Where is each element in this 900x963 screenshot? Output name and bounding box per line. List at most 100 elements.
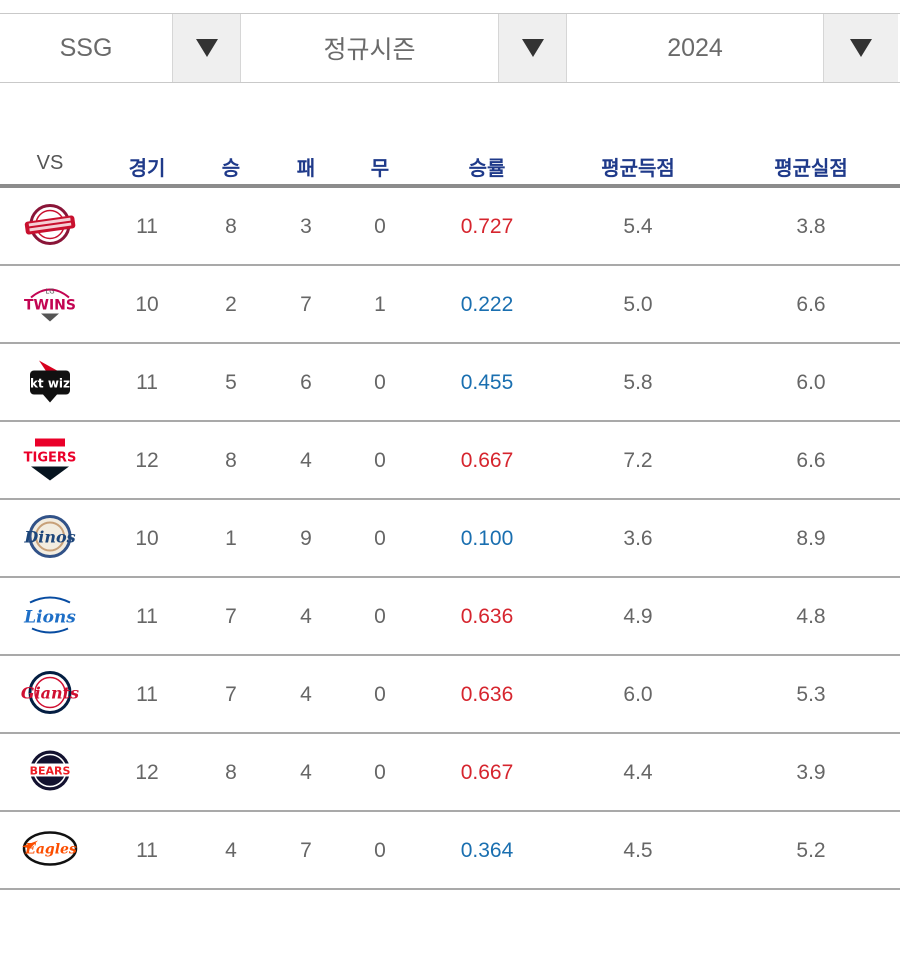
wins-cell: 1 bbox=[225, 527, 237, 550]
avg-runs-cell: 6.0 bbox=[623, 683, 653, 706]
games-cell: 12 bbox=[135, 761, 159, 784]
games-cell: 11 bbox=[136, 605, 158, 628]
draws-cell: 0 bbox=[374, 449, 386, 472]
kiwoom-logo bbox=[23, 202, 77, 253]
samsung-lions-logo: Lions bbox=[22, 591, 78, 644]
svg-text:BEARS: BEARS bbox=[30, 765, 71, 778]
avg-runs-cell: 3.6 bbox=[623, 527, 653, 550]
draws-cell: 0 bbox=[374, 683, 386, 706]
dropdown-arrow-icon bbox=[850, 39, 872, 57]
win-pct-cell: 0.667 bbox=[460, 761, 514, 784]
table-row: LG TWINS 10 2 7 1 0.222 5.0 6.6 bbox=[0, 266, 900, 344]
season-select[interactable]: 정규시즌 bbox=[241, 14, 567, 82]
draws-cell: 0 bbox=[374, 839, 386, 862]
losses-cell: 4 bbox=[300, 683, 312, 706]
wins-cell: 8 bbox=[225, 761, 237, 784]
avg-allowed-cell: 3.8 bbox=[796, 215, 826, 238]
avg-allowed-cell: 6.6 bbox=[796, 293, 826, 316]
avg-runs-cell: 4.5 bbox=[623, 839, 653, 862]
games-cell: 10 bbox=[135, 293, 159, 316]
losses-cell: 9 bbox=[300, 527, 312, 550]
svg-text:TWINS: TWINS bbox=[24, 298, 76, 314]
column-header-vs: VS bbox=[36, 152, 64, 174]
games-cell: 11 bbox=[136, 215, 158, 238]
dropdown-arrow-icon bbox=[521, 39, 544, 57]
season-dropdown-button[interactable] bbox=[498, 14, 567, 82]
year-select-value[interactable]: 2024 bbox=[667, 33, 723, 62]
nc-dinos-logo: Dinos bbox=[20, 513, 80, 566]
table-row: 11 8 3 0 0.727 5.4 3.8 bbox=[0, 188, 900, 266]
losses-cell: 7 bbox=[300, 839, 312, 862]
losses-cell: 4 bbox=[300, 605, 312, 628]
win-pct-cell: 0.667 bbox=[460, 449, 514, 472]
win-pct-cell: 0.364 bbox=[460, 839, 514, 862]
draws-cell: 0 bbox=[374, 527, 386, 550]
season-select-value[interactable]: 정규시즌 bbox=[323, 36, 416, 64]
avg-allowed-cell: 6.6 bbox=[796, 449, 826, 472]
losses-cell: 4 bbox=[300, 761, 312, 784]
avg-runs-cell: 5.4 bbox=[623, 215, 653, 238]
win-pct-cell: 0.727 bbox=[460, 215, 514, 238]
avg-runs-cell: 4.4 bbox=[623, 761, 653, 784]
avg-allowed-cell: 6.0 bbox=[796, 371, 826, 394]
column-header-losses: 패 bbox=[296, 158, 316, 180]
svg-text:kt wiz: kt wiz bbox=[30, 377, 70, 391]
team-select[interactable]: SSG bbox=[0, 14, 241, 82]
draws-cell: 0 bbox=[374, 761, 386, 784]
team-dropdown-button[interactable] bbox=[172, 14, 241, 82]
lg-twins-logo: LG TWINS bbox=[21, 280, 79, 331]
wins-cell: 8 bbox=[225, 215, 237, 238]
games-cell: 11 bbox=[136, 839, 158, 862]
games-cell: 12 bbox=[135, 449, 159, 472]
wins-cell: 4 bbox=[225, 839, 237, 862]
avg-runs-cell: 5.0 bbox=[623, 293, 653, 316]
losses-cell: 6 bbox=[300, 371, 312, 394]
doosan-bears-logo: BEARS bbox=[22, 747, 78, 800]
column-header-wins: 승 bbox=[221, 158, 241, 180]
avg-allowed-cell: 3.9 bbox=[796, 761, 826, 784]
wins-cell: 5 bbox=[225, 371, 237, 394]
table-header: VS 경기 승 패 무 승률 평균득점 평균실점 bbox=[0, 144, 900, 188]
svg-text:Dinos: Dinos bbox=[23, 528, 75, 547]
year-dropdown-button[interactable] bbox=[823, 14, 898, 82]
win-pct-cell: 0.636 bbox=[460, 605, 514, 628]
losses-cell: 3 bbox=[300, 215, 312, 238]
column-header-avg-allowed: 평균실점 bbox=[774, 158, 848, 180]
svg-text:Giants: Giants bbox=[21, 684, 79, 703]
avg-runs-cell: 7.2 bbox=[623, 449, 653, 472]
lotte-giants-logo: Giants bbox=[20, 669, 80, 722]
column-header-win-pct: 승률 bbox=[468, 158, 506, 180]
svg-text:LG: LG bbox=[45, 288, 54, 296]
table-row: BEARS 12 8 4 0 0.667 4.4 3.9 bbox=[0, 734, 900, 812]
draws-cell: 0 bbox=[374, 371, 386, 394]
avg-allowed-cell: 8.9 bbox=[796, 527, 826, 550]
team-select-value[interactable]: SSG bbox=[59, 33, 113, 62]
games-cell: 10 bbox=[135, 527, 159, 550]
losses-cell: 7 bbox=[300, 293, 312, 316]
column-header-draws: 무 bbox=[370, 158, 390, 180]
table-row: kt wiz 11 5 6 0 0.455 5.8 6.0 bbox=[0, 344, 900, 422]
table-row: TIGERS 12 8 4 0 0.667 7.2 6.6 bbox=[0, 422, 900, 500]
draws-cell: 1 bbox=[374, 293, 386, 316]
avg-allowed-cell: 5.2 bbox=[796, 839, 826, 862]
win-pct-cell: 0.455 bbox=[460, 371, 514, 394]
kia-tigers-logo: TIGERS bbox=[23, 435, 77, 488]
win-pct-cell: 0.636 bbox=[460, 683, 514, 706]
svg-text:Eagles: Eagles bbox=[24, 842, 77, 858]
wins-cell: 2 bbox=[225, 293, 237, 316]
losses-cell: 4 bbox=[300, 449, 312, 472]
games-cell: 11 bbox=[136, 371, 158, 394]
column-header-games: 경기 bbox=[128, 158, 166, 180]
kt-wiz-logo: kt wiz bbox=[25, 357, 75, 410]
avg-allowed-cell: 5.3 bbox=[796, 683, 826, 706]
avg-runs-cell: 4.9 bbox=[623, 605, 653, 628]
table-row: Eagles 11 4 7 0 0.364 4.5 5.2 bbox=[0, 812, 900, 890]
hanwha-eagles-logo: Eagles bbox=[18, 825, 82, 878]
draws-cell: 0 bbox=[374, 605, 386, 628]
draws-cell: 0 bbox=[374, 215, 386, 238]
table-row: Dinos 10 1 9 0 0.100 3.6 8.9 bbox=[0, 500, 900, 578]
wins-cell: 8 bbox=[225, 449, 237, 472]
year-select[interactable]: 2024 bbox=[567, 14, 898, 82]
wins-cell: 7 bbox=[225, 683, 237, 706]
win-pct-cell: 0.100 bbox=[460, 527, 514, 550]
